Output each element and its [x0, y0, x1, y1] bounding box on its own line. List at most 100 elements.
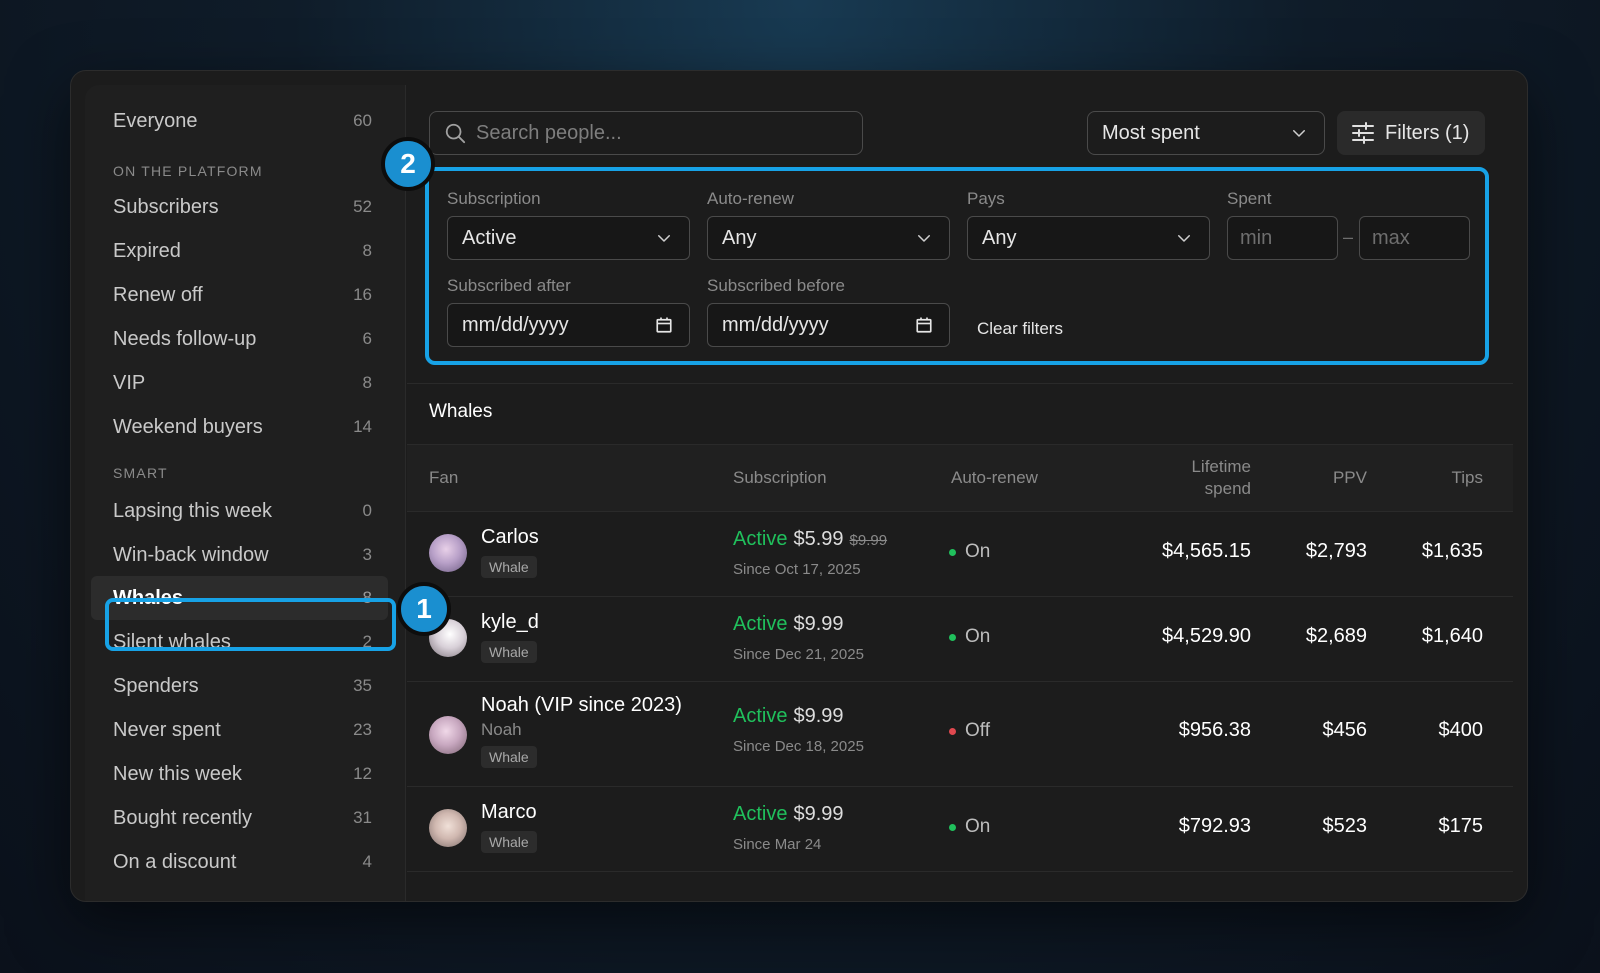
column-header-auto-renew[interactable]: Auto-renew: [951, 468, 1038, 487]
status-dot: [949, 548, 956, 556]
sidebar-item-whales[interactable]: Whales 8: [91, 576, 388, 620]
auto-renew-status: On: [949, 626, 990, 648]
table-row[interactable]: Marco Whale Active $9.99 Since Mar 24 On …: [407, 787, 1513, 871]
tips-amount: $1,635: [1421, 540, 1483, 562]
avatar: [429, 534, 467, 572]
subscription-since: Since Oct 17, 2025: [733, 561, 861, 578]
sidebar-item-win-back-window[interactable]: Win-back window 3: [91, 533, 388, 577]
sidebar-item-label: Spenders: [113, 674, 199, 697]
column-header-subscription[interactable]: Subscription: [733, 468, 827, 487]
table-row[interactable]: Carlos Whale Active $5.99 $9.99 Since Oct …: [407, 512, 1513, 596]
sidebar-item-silent-whales[interactable]: Silent whales 2: [91, 620, 388, 664]
subscribed-before-placeholder: mm/dd/yyyy: [722, 313, 829, 336]
sidebar-item-subscribers[interactable]: Subscribers 52: [91, 185, 388, 229]
sidebar-item-needs-follow-up[interactable]: Needs follow-up 6: [91, 317, 388, 361]
ppv-amount: $456: [1322, 719, 1368, 741]
sidebar-item-count: 2: [362, 632, 372, 651]
sidebar-item-count: 31: [353, 808, 372, 827]
table-row[interactable]: Noah (VIP since 2023) Noah Whale Active $…: [407, 682, 1513, 786]
subscription-info: Active $9.99: [733, 705, 844, 728]
subscription-status: Active: [733, 613, 788, 635]
auto-renew-value: Any: [722, 226, 757, 249]
subscribed-before-date-input[interactable]: mm/dd/yyyy: [707, 303, 950, 347]
pays-select[interactable]: Any: [967, 216, 1210, 260]
sidebar-item-count: 52: [353, 197, 372, 216]
subscription-price: $9.99: [793, 803, 844, 825]
divider: [407, 511, 1513, 512]
fan-username: Noah: [481, 720, 522, 739]
sidebar-item-vip[interactable]: VIP 8: [91, 361, 388, 405]
sidebar-item-spenders[interactable]: Spenders 35: [91, 664, 388, 708]
avatar: [429, 809, 467, 847]
spent-max-input[interactable]: max: [1359, 216, 1470, 260]
lifetime-spend: $792.93: [1178, 815, 1251, 837]
calendar-icon[interactable]: [655, 316, 673, 334]
annotation-badge-1: 1: [397, 582, 451, 636]
calendar-icon[interactable]: [915, 316, 933, 334]
sidebar-item-renew-off[interactable]: Renew off 16: [91, 273, 388, 317]
tips-amount: $400: [1438, 719, 1484, 741]
sidebar-item-on-a-discount[interactable]: On a discount 4: [91, 840, 388, 884]
lifetime-spend: $956.38: [1178, 719, 1251, 741]
lifetime-spend: $4,529.90: [1162, 625, 1251, 647]
sidebar-item-weekend-buyers[interactable]: Weekend buyers 14: [91, 405, 388, 449]
fan-tag: Whale: [481, 831, 537, 853]
spent-min-input[interactable]: min: [1227, 216, 1338, 260]
sidebar-item-lapsing-this-week[interactable]: Lapsing this week 0: [91, 489, 388, 533]
divider: [407, 871, 1513, 872]
column-header-lifetime-spend[interactable]: Lifetime spend: [1107, 456, 1251, 500]
sort-select[interactable]: Most spent: [1087, 111, 1325, 155]
sidebar-item-count: 0: [362, 501, 372, 520]
subscription-status: Active: [733, 705, 788, 727]
table-row[interactable]: kyle_d Whale Active $9.99 Since Dec 21, 2…: [407, 597, 1513, 681]
sidebar-item-count: 8: [362, 588, 372, 607]
sidebar-item-label: Weekend buyers: [113, 415, 263, 438]
sidebar-item-everyone[interactable]: Everyone 60: [91, 99, 388, 143]
sidebar-item-label: Lapsing this week: [113, 499, 272, 522]
status-dot: [949, 823, 956, 831]
search-input[interactable]: [476, 121, 846, 145]
sidebar-item-bought-recently[interactable]: Bought recently 31: [91, 796, 388, 840]
fan-name: Noah (VIP since 2023): [481, 694, 682, 716]
column-header-lifetime-line2: spend: [1204, 479, 1251, 498]
fan-tag: Whale: [481, 556, 537, 578]
column-header-fan[interactable]: Fan: [429, 468, 459, 487]
spent-max-placeholder: max: [1372, 226, 1410, 249]
subscription-info: Active $9.99: [733, 803, 844, 826]
clear-filters-button[interactable]: Clear filters: [977, 319, 1063, 338]
filter-label-subscribed-before: Subscribed before: [707, 276, 845, 295]
avatar: [429, 716, 467, 754]
auto-renew-select[interactable]: Any: [707, 216, 950, 260]
subscription-since: Since Dec 18, 2025: [733, 738, 864, 755]
subscription-old-price: $9.99: [849, 532, 888, 549]
subscribed-after-date-input[interactable]: mm/dd/yyyy: [447, 303, 690, 347]
fan-name: Carlos: [481, 526, 539, 548]
sidebar-item-new-this-week[interactable]: New this week 12: [91, 752, 388, 796]
subscribed-after-placeholder: mm/dd/yyyy: [462, 313, 569, 336]
segments-sidebar: Everyone 60 ON THE PLATFORM Subscribers …: [85, 85, 406, 901]
search-box[interactable]: [429, 111, 863, 155]
sidebar-item-expired[interactable]: Expired 8: [91, 229, 388, 273]
column-header-tips[interactable]: Tips: [1451, 468, 1484, 487]
sidebar-item-label: Renew off: [113, 283, 203, 306]
filters-button[interactable]: Filters (1): [1337, 111, 1485, 155]
subscription-since: Since Dec 21, 2025: [733, 646, 864, 663]
divider: [407, 786, 1513, 787]
subscription-select[interactable]: Active: [447, 216, 690, 260]
chevron-down-icon: [918, 235, 930, 242]
sidebar-item-label: Needs follow-up: [113, 327, 257, 350]
fan-name: Marco: [481, 801, 537, 823]
app-window: Everyone 60 ON THE PLATFORM Subscribers …: [70, 70, 1528, 902]
auto-renew-value: On: [965, 816, 991, 837]
search-icon: [445, 123, 466, 144]
auto-renew-status: On: [949, 541, 990, 563]
status-dot: [949, 727, 956, 735]
ppv-amount: $2,689: [1305, 625, 1367, 647]
chevron-down-icon: [1293, 130, 1305, 137]
fan-tag: Whale: [481, 641, 537, 663]
sidebar-item-never-spent[interactable]: Never spent 23: [91, 708, 388, 752]
auto-renew-status: On: [949, 816, 990, 838]
sidebar-item-count: 6: [362, 329, 372, 348]
column-header-ppv[interactable]: PPV: [1332, 468, 1367, 487]
filter-label-subscribed-after: Subscribed after: [447, 276, 571, 295]
